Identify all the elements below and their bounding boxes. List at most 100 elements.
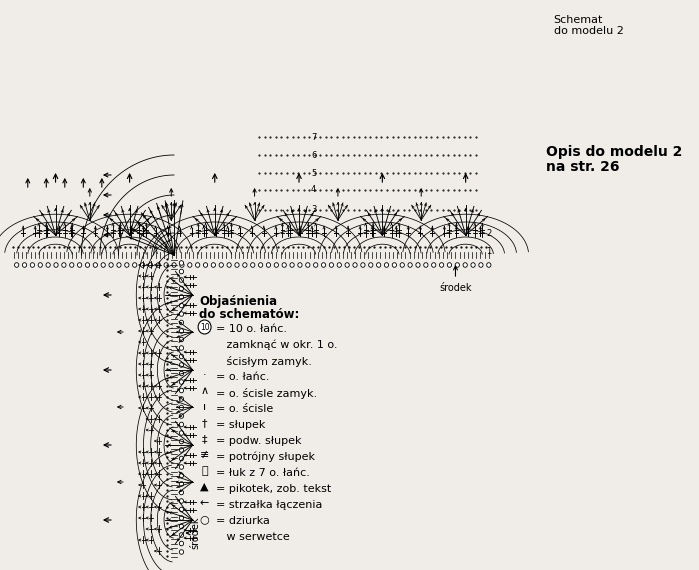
Text: do schematów:: do schematów:	[199, 308, 299, 321]
Circle shape	[180, 439, 184, 444]
Text: 7: 7	[311, 132, 317, 141]
Circle shape	[400, 263, 404, 267]
Circle shape	[463, 263, 468, 267]
Text: = o. łańc.: = o. łańc.	[216, 372, 269, 382]
Circle shape	[243, 263, 247, 267]
Circle shape	[180, 371, 184, 376]
Circle shape	[140, 263, 145, 267]
Circle shape	[290, 263, 294, 267]
Circle shape	[180, 431, 184, 435]
Text: ○: ○	[200, 514, 210, 524]
Text: 10: 10	[200, 323, 210, 332]
Text: 2: 2	[486, 229, 491, 238]
Text: ·: ·	[203, 370, 206, 380]
Text: = dziurka: = dziurka	[216, 516, 270, 526]
Circle shape	[180, 354, 184, 359]
Circle shape	[274, 263, 278, 267]
Circle shape	[180, 269, 184, 274]
Circle shape	[180, 260, 184, 265]
Circle shape	[180, 507, 184, 512]
Circle shape	[109, 263, 113, 267]
Text: 3: 3	[311, 206, 317, 214]
Circle shape	[156, 263, 161, 267]
Circle shape	[180, 499, 184, 503]
Text: = 10 o. łańc.: = 10 o. łańc.	[216, 324, 287, 334]
Circle shape	[447, 263, 452, 267]
Circle shape	[424, 263, 428, 267]
Circle shape	[180, 286, 184, 291]
Circle shape	[196, 263, 200, 267]
Circle shape	[164, 263, 168, 267]
Text: = potrójny słupek: = potrójny słupek	[216, 452, 315, 462]
Circle shape	[368, 263, 373, 267]
Circle shape	[180, 397, 184, 401]
Circle shape	[298, 263, 302, 267]
Circle shape	[62, 263, 66, 267]
Circle shape	[180, 516, 184, 520]
Circle shape	[487, 263, 491, 267]
Text: ı: ı	[203, 402, 206, 412]
Circle shape	[180, 482, 184, 486]
Circle shape	[180, 524, 184, 529]
Circle shape	[377, 263, 381, 267]
Text: środek: środek	[190, 517, 201, 549]
Circle shape	[180, 312, 184, 316]
Circle shape	[440, 263, 444, 267]
Circle shape	[180, 456, 184, 461]
Circle shape	[172, 263, 176, 267]
Text: na str. 26: na str. 26	[546, 160, 620, 174]
Circle shape	[180, 533, 184, 538]
Circle shape	[211, 263, 215, 267]
Text: = pikotek, zob. tekst: = pikotek, zob. tekst	[216, 484, 331, 494]
Circle shape	[93, 263, 97, 267]
Text: 4: 4	[311, 185, 317, 194]
Circle shape	[46, 263, 50, 267]
Circle shape	[15, 263, 19, 267]
Circle shape	[180, 345, 184, 351]
Text: = o. ścisle: = o. ścisle	[216, 404, 273, 414]
Circle shape	[70, 263, 74, 267]
Circle shape	[471, 263, 475, 267]
Circle shape	[180, 263, 184, 267]
Circle shape	[85, 263, 89, 267]
Circle shape	[180, 473, 184, 478]
Circle shape	[329, 263, 333, 267]
Circle shape	[180, 405, 184, 410]
Circle shape	[337, 263, 341, 267]
Circle shape	[392, 263, 396, 267]
Text: Opis do modelu 2: Opis do modelu 2	[546, 145, 682, 159]
Circle shape	[38, 263, 43, 267]
Text: środek: środek	[439, 283, 472, 293]
Circle shape	[180, 490, 184, 495]
Text: ⌒: ⌒	[201, 466, 208, 476]
Text: = słupek: = słupek	[216, 420, 265, 430]
Text: ▲: ▲	[201, 482, 209, 492]
Circle shape	[117, 263, 121, 267]
Circle shape	[180, 363, 184, 367]
Circle shape	[345, 263, 350, 267]
Circle shape	[124, 263, 129, 267]
Circle shape	[187, 263, 192, 267]
Text: = łuk z 7 o. łańc.: = łuk z 7 o. łańc.	[216, 468, 310, 478]
Text: = o. ścisle zamyk.: = o. ścisle zamyk.	[216, 388, 317, 399]
Text: ←: ←	[200, 498, 209, 508]
Circle shape	[133, 263, 137, 267]
Circle shape	[180, 329, 184, 333]
Circle shape	[282, 263, 287, 267]
Circle shape	[219, 263, 224, 267]
Circle shape	[266, 263, 271, 267]
Circle shape	[314, 263, 318, 267]
Text: = strzałka łączenia: = strzałka łączenia	[216, 500, 322, 510]
Circle shape	[180, 303, 184, 308]
Circle shape	[251, 263, 255, 267]
Circle shape	[54, 263, 58, 267]
Circle shape	[259, 263, 263, 267]
Text: ∧: ∧	[201, 386, 209, 396]
Text: w serwetce: w serwetce	[216, 532, 289, 542]
Circle shape	[180, 388, 184, 393]
Text: Objaśnienia: Objaśnienia	[199, 295, 278, 308]
Circle shape	[180, 414, 184, 418]
Circle shape	[180, 465, 184, 469]
Circle shape	[101, 263, 106, 267]
Circle shape	[180, 278, 184, 282]
